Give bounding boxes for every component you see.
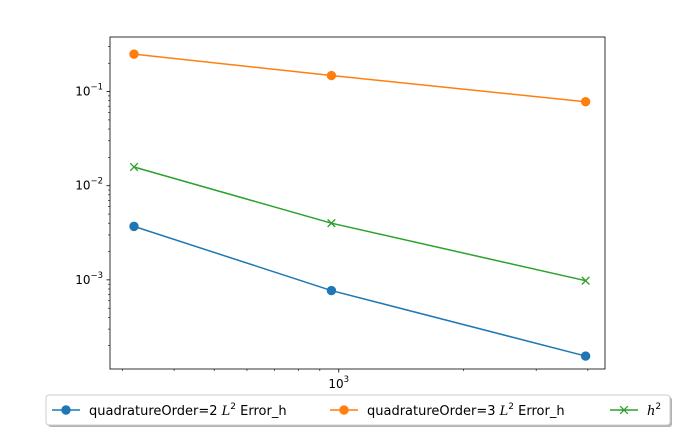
y-tick-label: 10−3 [75, 271, 103, 287]
series-1 [129, 221, 591, 361]
series-2-point-1 [129, 49, 139, 59]
series-1-point-2 [326, 285, 337, 296]
legend-label: h2 [647, 402, 661, 419]
x-tick-label: 103 [328, 375, 349, 391]
series-3-point-3 [581, 276, 590, 285]
x-tick-label-base: 10 [328, 377, 343, 391]
legend-label: quadratureOrder=2 L2 Error_h [89, 402, 287, 419]
y-tick-label-base: 10 [75, 85, 90, 99]
legend: quadratureOrder=2 L2 Error_h quadratureOr… [45, 394, 672, 427]
series-1-point-3 [580, 351, 591, 361]
plot-frame [109, 36, 606, 370]
y-tick-label-exponent: −1 [90, 83, 103, 93]
series-2-point-2 [326, 70, 337, 81]
plot-area [110, 37, 605, 369]
legend-entry-3: h2 [610, 402, 661, 419]
series-3-point-2 [327, 218, 336, 228]
series-layer [129, 49, 591, 361]
series-2-point-3 [580, 97, 591, 107]
legend-swatch-marker [619, 405, 629, 415]
legend-swatch-marker [339, 405, 349, 415]
series-3 [129, 162, 590, 285]
y-tick-label: 10−1 [75, 83, 103, 99]
legend-swatch-marker [61, 405, 71, 415]
series-1-point-1 [129, 221, 139, 232]
series-3-point-1 [129, 162, 139, 172]
y-tick-label-base: 10 [75, 273, 90, 287]
legend-entry-2: quadratureOrder=3 L2 Error_h [330, 402, 565, 419]
y-tick-label-exponent: −3 [90, 271, 103, 281]
legend-label: quadratureOrder=3 L2 Error_h [367, 402, 565, 419]
y-tick-label-base: 10 [75, 179, 90, 193]
y-tick-label: 10−2 [75, 177, 103, 193]
series-2 [129, 49, 591, 107]
y-tick-label-exponent: −2 [90, 177, 103, 187]
x-tick-label-exponent: 3 [344, 375, 349, 385]
legend-entry-1: quadratureOrder=2 L2 Error_h [52, 402, 287, 419]
